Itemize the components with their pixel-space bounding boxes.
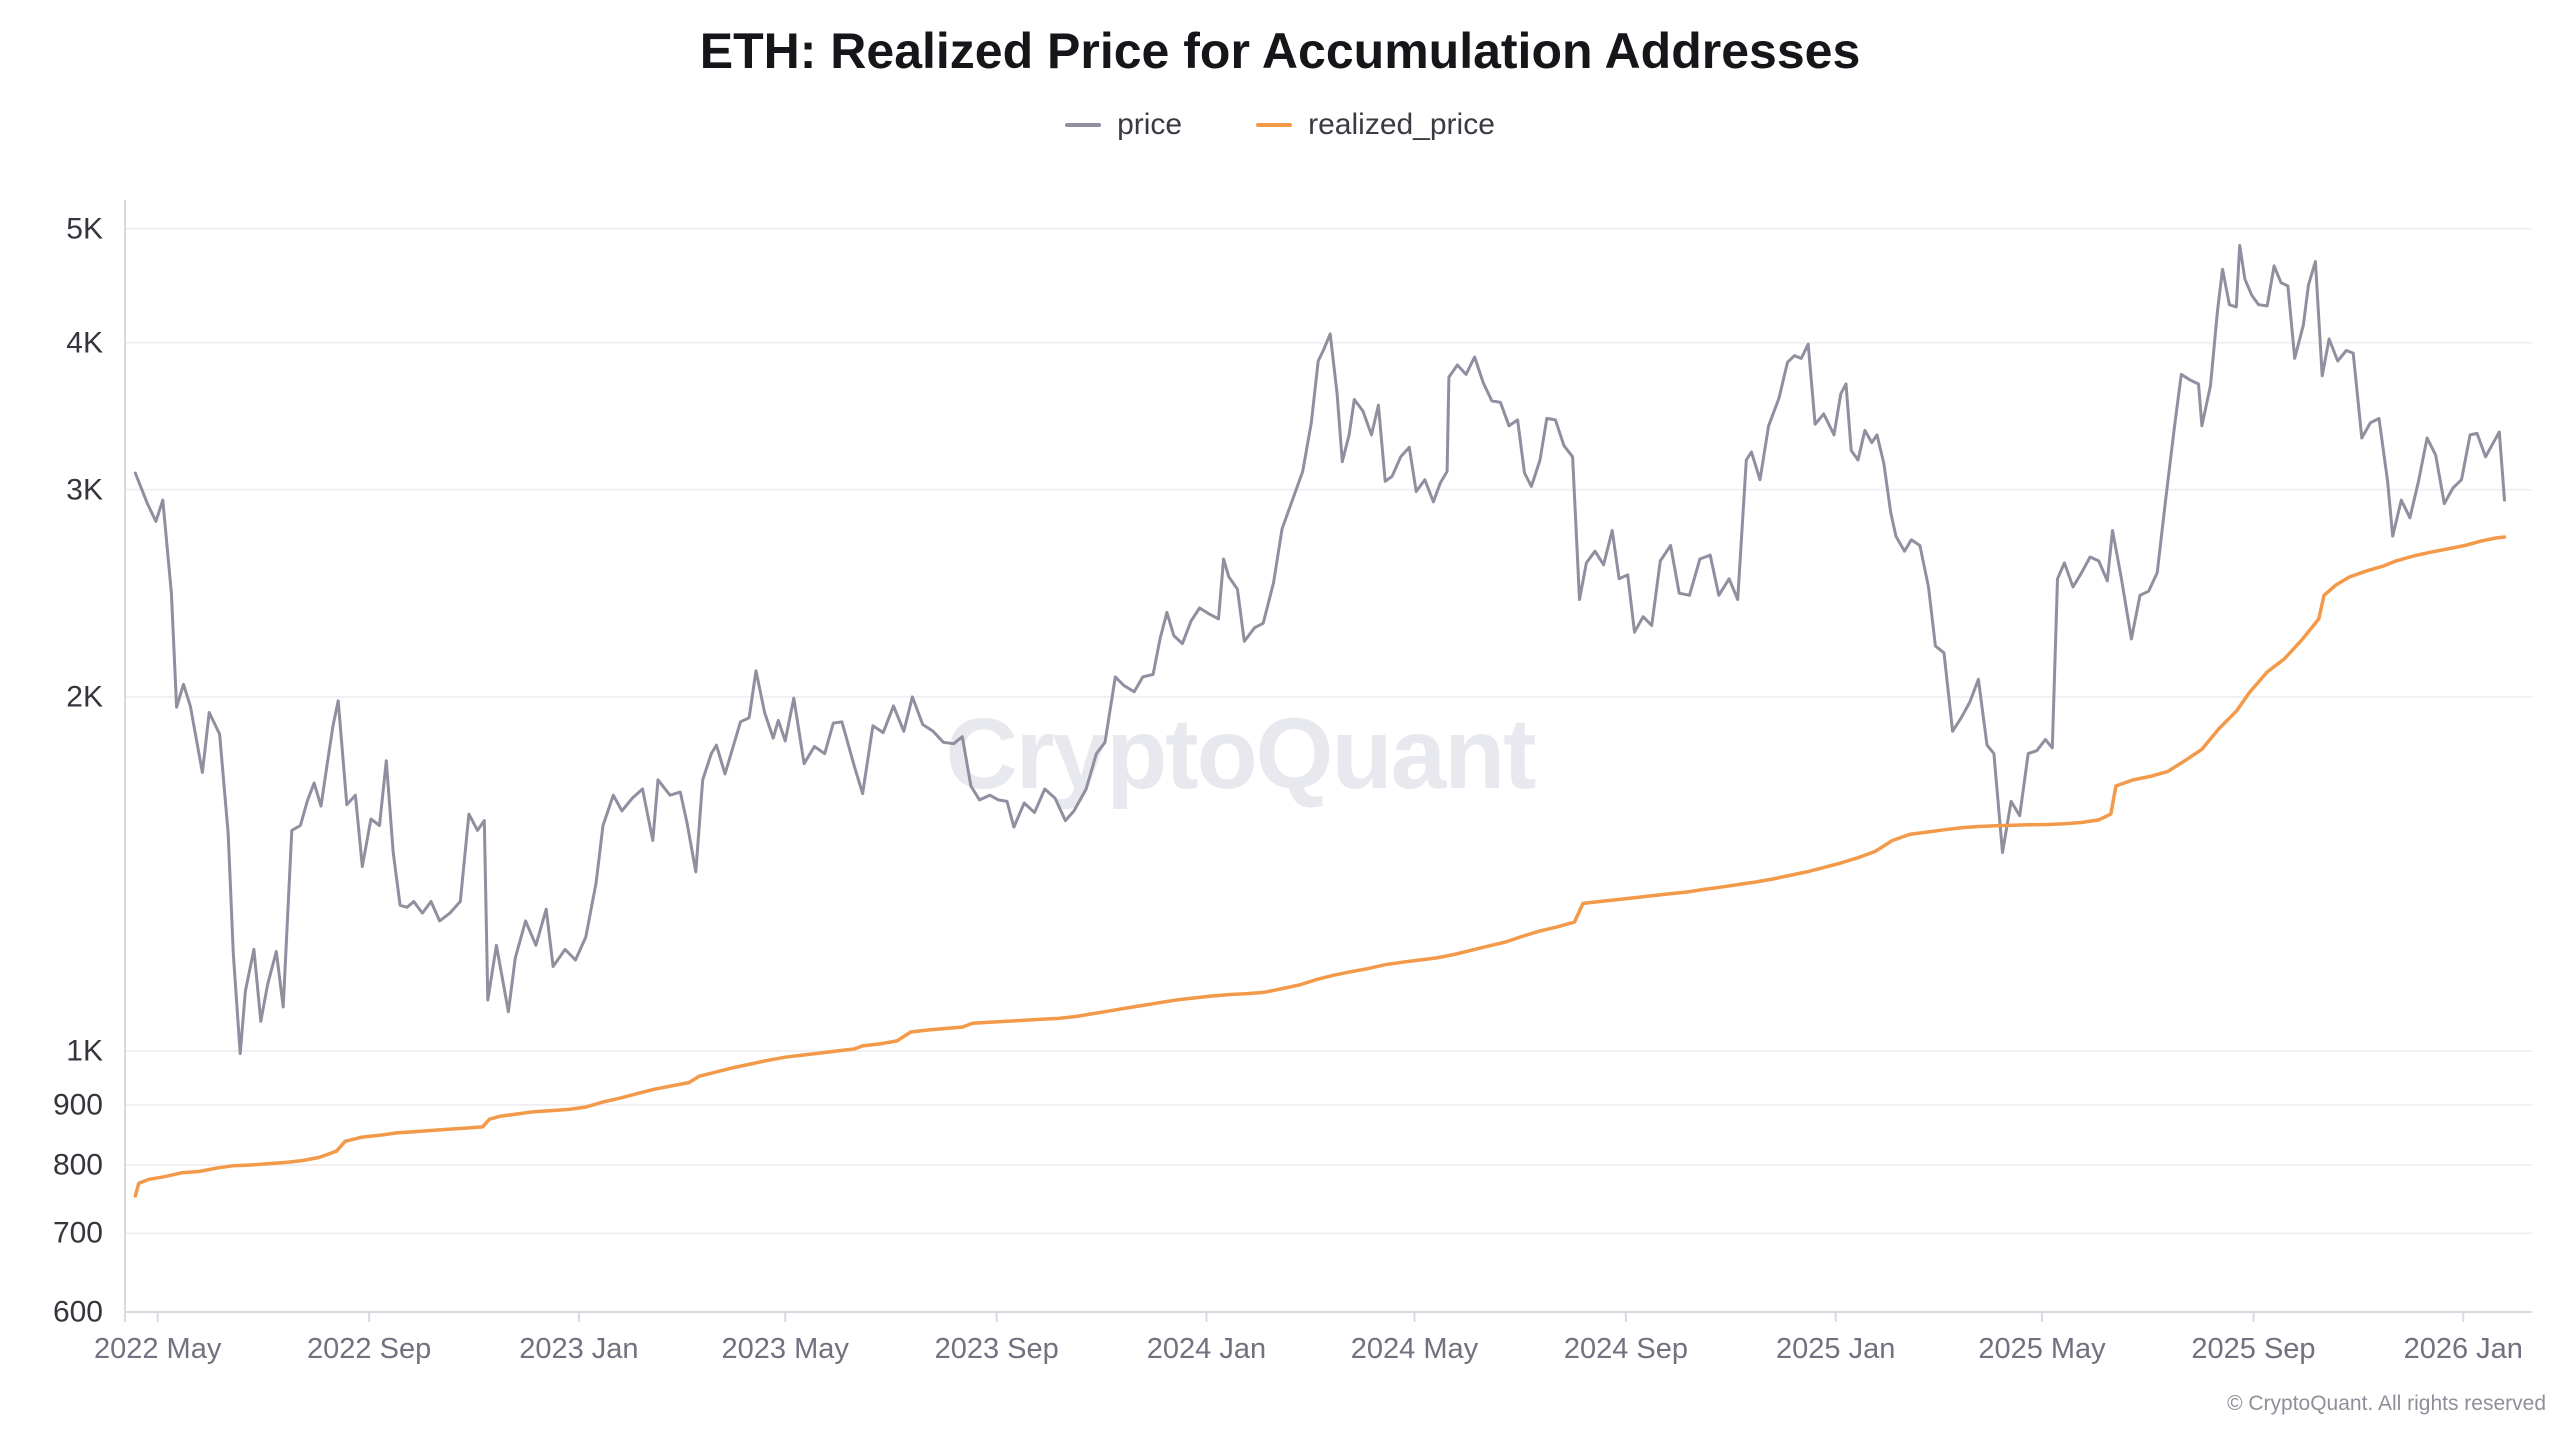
y-axis-tick-label: 1K <box>66 1035 103 1068</box>
x-axis-tick-label: 2025 Jan <box>1776 1333 1895 1365</box>
price-line-series <box>133 243 2506 1056</box>
x-axis-tick-label: 2024 Jan <box>1147 1333 1266 1365</box>
y-axis-tick-label: 800 <box>53 1149 103 1182</box>
x-axis-tick-label: 2023 May <box>722 1333 850 1365</box>
chart-legend: price realized_price <box>0 108 2560 142</box>
cryptoquant-watermark: CryptoQuant <box>945 698 1536 810</box>
y-axis-tick-label: 2K <box>66 680 103 713</box>
x-axis-tick-label: 2023 Sep <box>935 1333 1059 1365</box>
legend-swatch-price <box>1065 123 1102 127</box>
legend-label: realized_price <box>1308 108 1495 141</box>
copyright-notice: © CryptoQuant. All rights reserved <box>2227 1392 2546 1415</box>
realized_price-line-series <box>133 535 2507 1198</box>
x-axis-tick-label: 2023 Jan <box>519 1333 638 1365</box>
y-axis-tick-label: 5K <box>66 212 103 245</box>
x-axis-tick-label: 2025 Sep <box>2191 1333 2315 1365</box>
legend-label: price <box>1117 108 1183 141</box>
x-axis-tick-label: 2026 Jan <box>2404 1333 2523 1365</box>
y-axis-tick-label: 700 <box>53 1217 103 1250</box>
y-axis-tick-label: 3K <box>66 473 103 506</box>
x-axis-tick-label: 2025 May <box>1978 1333 2106 1365</box>
y-axis-tick-label: 4K <box>66 326 103 359</box>
legend-swatch-realized_price <box>1256 123 1293 127</box>
x-axis-tick-label: 2024 Sep <box>1564 1333 1688 1365</box>
x-axis-tick-label: 2022 Sep <box>307 1333 431 1365</box>
chart-title: ETH: Realized Price for Accumulation Add… <box>699 23 1861 79</box>
y-axis-tick-label: 600 <box>53 1296 103 1329</box>
y-axis-tick-label: 900 <box>53 1088 103 1121</box>
x-axis-tick-label: 2022 May <box>94 1333 222 1365</box>
x-axis-tick-label: 2024 May <box>1351 1333 1479 1365</box>
legend-item-realized_price[interactable]: realized_price <box>1256 108 1495 142</box>
legend-item-price[interactable]: price <box>1065 108 1182 142</box>
